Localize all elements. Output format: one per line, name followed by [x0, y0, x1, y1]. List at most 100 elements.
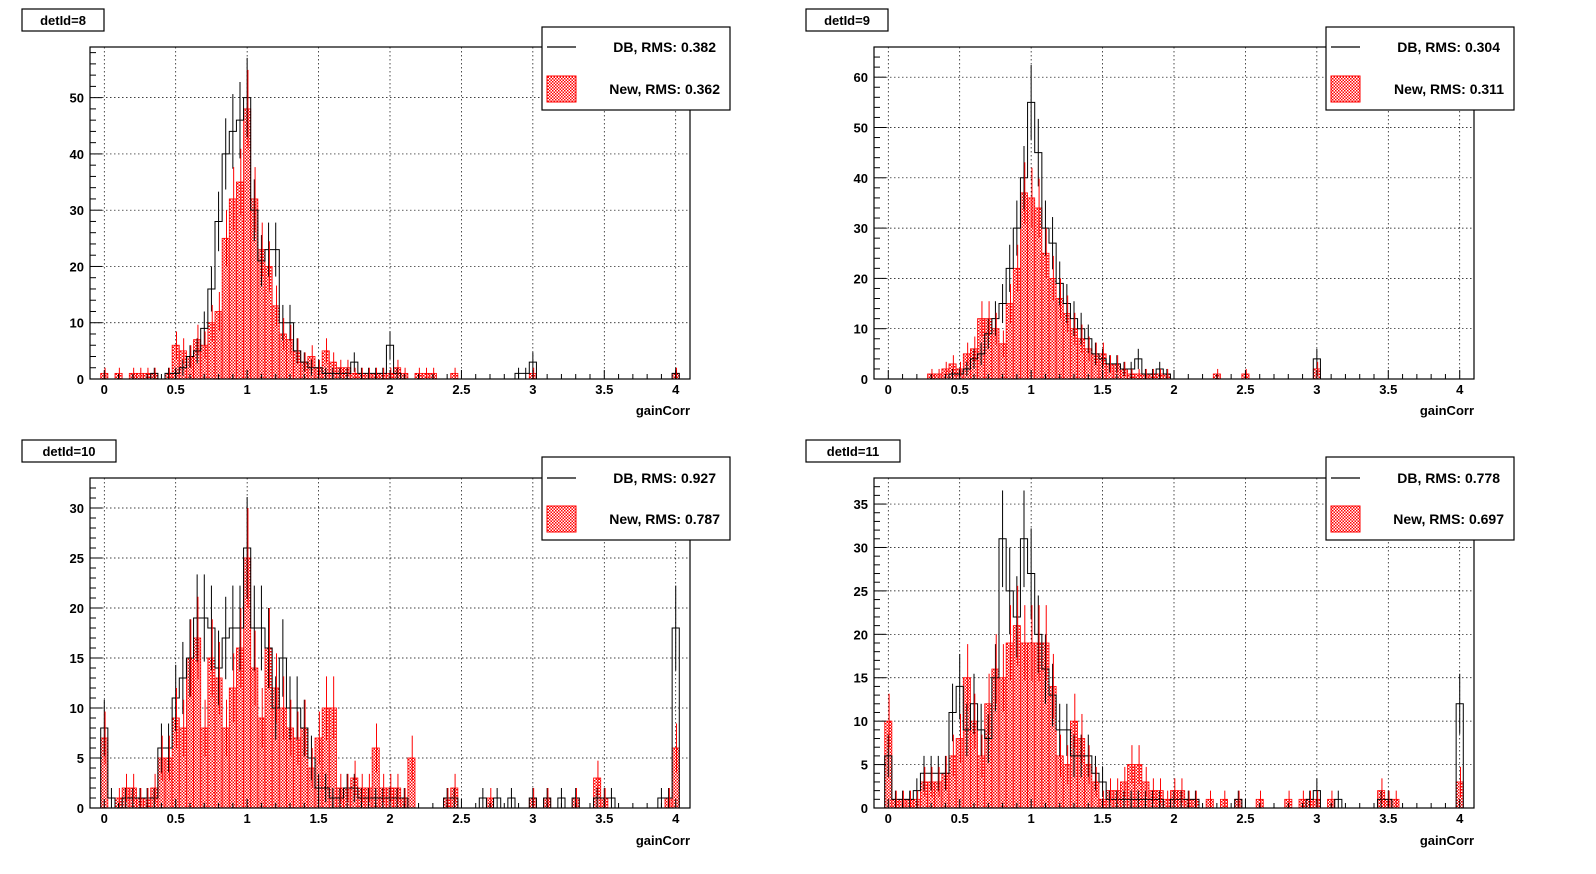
- bar-new: [1012, 267, 1021, 380]
- panel-title-box: [21, 439, 117, 463]
- x-tick-label: 3: [529, 811, 536, 826]
- x-tick-label: 2.5: [1236, 382, 1254, 397]
- y-tick-label: 30: [854, 221, 868, 236]
- x-tick-label: 1.5: [310, 811, 328, 826]
- y-tick-label: 20: [70, 601, 84, 616]
- y-tick-label: 60: [854, 70, 868, 85]
- bar-new: [1005, 642, 1014, 809]
- x-tick-label: 1.5: [1094, 811, 1112, 826]
- x-tick-label: 0: [885, 382, 892, 397]
- y-tick-label: 20: [70, 259, 84, 274]
- bar-new: [991, 328, 1000, 380]
- histogram-panel-detid-10: detId=10 0 0.5 1 1.5 2 2.5 3 3.5 4 0 5 10 15 20 25 30 g…: [21, 439, 731, 848]
- x-tick-label: 3.5: [1379, 382, 1397, 397]
- y-tick-label: 15: [70, 651, 84, 666]
- x-tick-label: 2: [1170, 811, 1177, 826]
- bar-new: [286, 727, 294, 809]
- x-tick-label: 2.5: [452, 382, 470, 397]
- panel-title: detId=11: [827, 444, 879, 459]
- bar-new: [1055, 298, 1064, 380]
- panel-title: detId=9: [824, 13, 870, 28]
- bar-new: [1020, 642, 1028, 809]
- x-tick-label: 3: [1313, 382, 1320, 397]
- y-tick-label: 5: [861, 758, 868, 773]
- bar-new: [207, 322, 216, 380]
- bar-new: [193, 637, 202, 809]
- bar-new: [1055, 755, 1064, 809]
- y-tick-label: 0: [77, 372, 84, 387]
- bar-new: [250, 667, 259, 809]
- bar-new: [1048, 277, 1057, 380]
- x-tick-label: 0: [101, 382, 108, 397]
- panel-title: detId=10: [42, 444, 95, 459]
- y-tick-label: 10: [854, 322, 868, 337]
- bar-new: [998, 343, 1007, 380]
- bar-new: [221, 727, 230, 809]
- bar-new: [1034, 207, 1043, 380]
- y-tick-label: 20: [854, 627, 868, 642]
- x-tick-label: 2.5: [1236, 811, 1254, 826]
- legend-label-new: New, RMS: 0.697: [1393, 511, 1504, 527]
- legend-marker-new: [1330, 505, 1361, 533]
- bar-new: [1134, 373, 1143, 380]
- legend: DB, RMS: 0.778 New, RMS: 0.697: [1325, 456, 1515, 541]
- bar-new: [207, 657, 216, 809]
- bar-new: [1077, 338, 1086, 380]
- bar-new: [350, 372, 359, 380]
- y-tick-label: 5: [77, 751, 84, 766]
- y-tick-label: 20: [854, 271, 868, 286]
- panel-title-box: [805, 439, 901, 463]
- panel-title-box: [805, 8, 889, 32]
- y-tick-label: 10: [70, 701, 84, 716]
- y-tick-label: 30: [70, 203, 84, 218]
- bar-new: [977, 755, 986, 809]
- legend-marker-new: [546, 75, 577, 103]
- bar-new: [200, 727, 209, 809]
- histogram-outline-db: [100, 547, 680, 809]
- panel-title-box: [21, 8, 105, 32]
- legend-label-db: DB, RMS: 0.778: [1397, 470, 1500, 486]
- y-tick-label: 50: [854, 120, 868, 135]
- y-tick-label: 25: [854, 584, 868, 599]
- bar-new: [214, 311, 223, 380]
- legend-label-new: New, RMS: 0.362: [609, 81, 720, 97]
- y-tick-label: 10: [854, 714, 868, 729]
- x-tick-label: 3.5: [1379, 811, 1397, 826]
- x-tick-label: 1: [244, 811, 251, 826]
- bar-new: [450, 372, 459, 380]
- bar-new: [1162, 798, 1171, 809]
- bar-new: [286, 339, 294, 380]
- y-tick-label: 30: [70, 501, 84, 516]
- bar-new: [1027, 197, 1036, 380]
- y-tick-label: 15: [854, 671, 868, 686]
- y-tick-label: 30: [854, 540, 868, 555]
- bar-new: [1070, 328, 1078, 380]
- bar-new: [1220, 798, 1228, 809]
- x-tick-label: 2: [386, 382, 393, 397]
- bar-new: [271, 305, 280, 380]
- bar-new: [407, 757, 416, 809]
- bar-new: [1062, 313, 1071, 380]
- x-tick-label: 1: [244, 382, 251, 397]
- bar-new: [998, 677, 1007, 809]
- x-axis-label: gainCorr: [1420, 833, 1474, 848]
- bar-new: [1205, 798, 1214, 809]
- y-tick-label: 0: [861, 801, 868, 816]
- legend-marker-new: [1330, 75, 1361, 103]
- bar-new: [948, 755, 957, 809]
- x-tick-label: 0: [885, 811, 892, 826]
- y-tick-label: 10: [70, 316, 84, 331]
- x-tick-label: 1: [1028, 811, 1035, 826]
- x-tick-label: 0.5: [951, 811, 969, 826]
- y-tick-label: 35: [854, 497, 868, 512]
- legend-label-new: New, RMS: 0.787: [609, 511, 720, 527]
- bar-new: [243, 108, 252, 380]
- bar-new: [955, 738, 964, 809]
- x-axis-label: gainCorr: [636, 403, 690, 418]
- bar-new: [264, 266, 273, 380]
- x-tick-label: 3.5: [595, 811, 613, 826]
